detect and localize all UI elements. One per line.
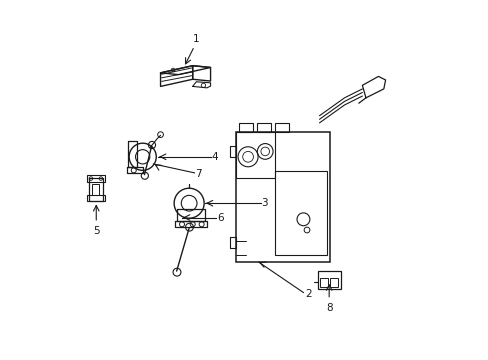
- Bar: [317, 271, 340, 289]
- Bar: [239, 123, 253, 132]
- Bar: [92, 184, 99, 195]
- Text: 6: 6: [217, 212, 223, 222]
- Bar: [87, 195, 105, 202]
- Text: 4: 4: [211, 152, 218, 162]
- Text: 8: 8: [325, 303, 332, 313]
- Bar: [235, 132, 274, 178]
- Text: 5: 5: [93, 226, 100, 237]
- Text: 1: 1: [193, 33, 199, 44]
- Bar: [274, 123, 288, 132]
- Text: 2: 2: [305, 289, 311, 299]
- Bar: [319, 278, 327, 287]
- Bar: [89, 178, 103, 202]
- Text: 3: 3: [261, 198, 268, 208]
- Bar: [274, 171, 326, 255]
- Bar: [235, 132, 329, 262]
- Bar: [329, 278, 337, 287]
- Bar: [257, 123, 271, 132]
- Text: 7: 7: [195, 168, 202, 179]
- Bar: [87, 175, 105, 182]
